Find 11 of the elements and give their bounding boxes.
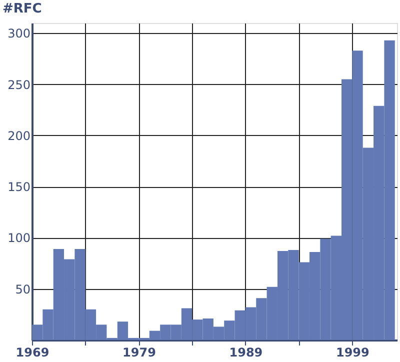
y-axis-title: #RFC [2,2,42,16]
x-tick-label: 1979 [122,346,156,360]
y-tick-label: 150 [8,180,30,194]
x-tick-label: 1989 [229,346,263,360]
x-tick-label: 1999 [336,346,370,360]
x-tick-label: 1969 [16,346,50,360]
y-tick-label: 200 [8,128,30,143]
y-tick-label: 300 [8,26,30,41]
y-tick-label: 100 [8,231,30,246]
y-tick-label: 50 [15,282,30,296]
y-tick-label: 250 [8,78,30,92]
